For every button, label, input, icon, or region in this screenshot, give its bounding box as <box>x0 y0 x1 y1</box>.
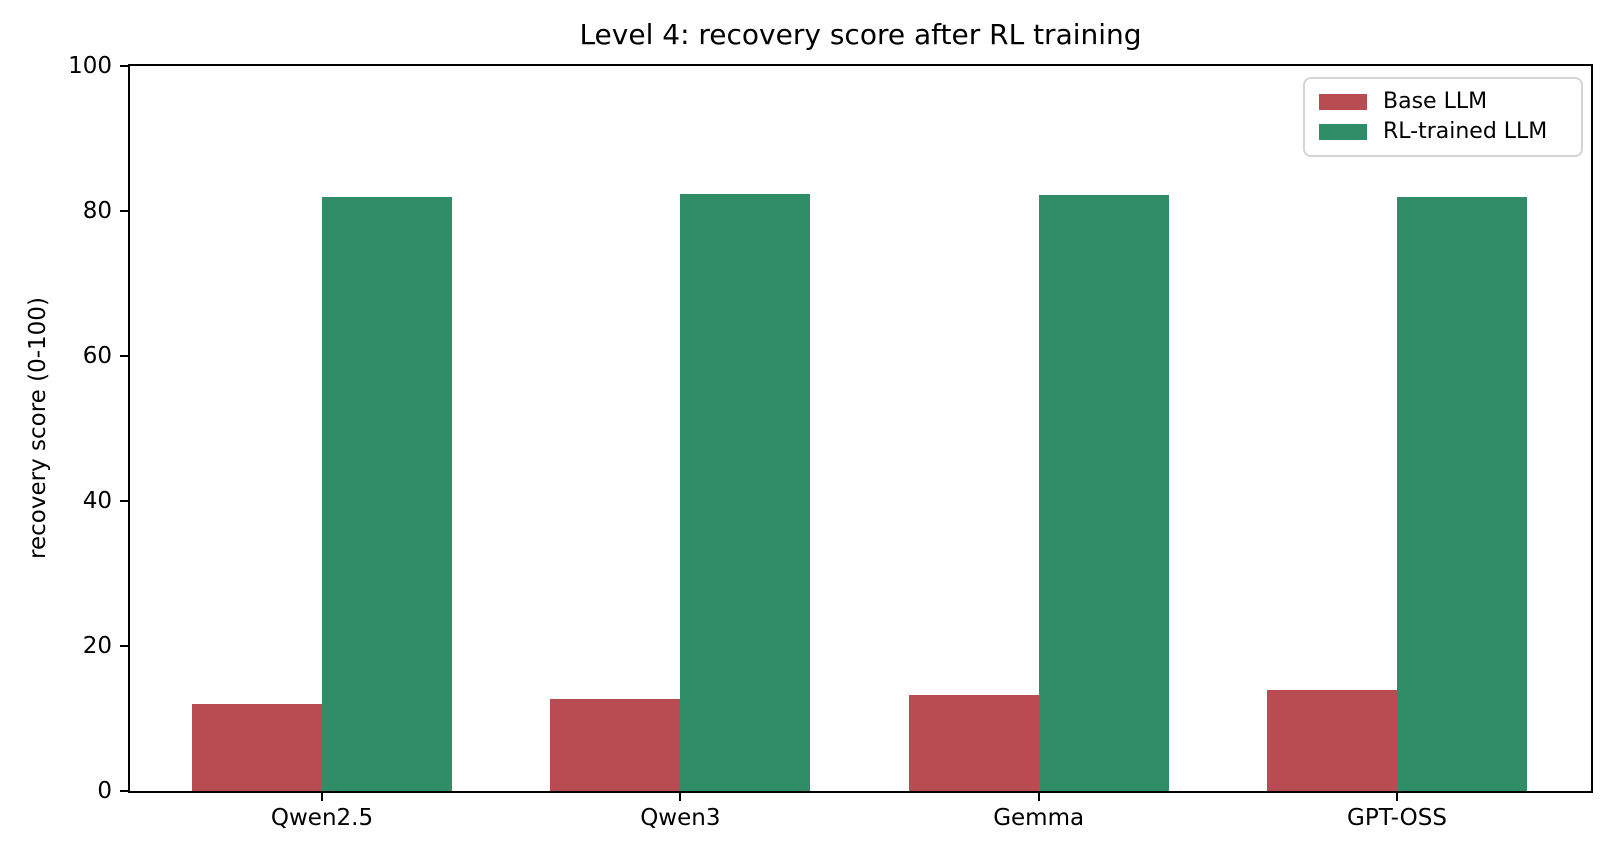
y-tick-mark <box>120 790 128 792</box>
bar-base-llm-gemma <box>908 695 1039 791</box>
x-tick-mark <box>679 793 682 801</box>
x-tick-mark <box>321 793 323 801</box>
bar-base-llm-gpt-oss <box>1266 689 1397 791</box>
x-tick-mark <box>1037 793 1040 801</box>
y-tick-mark <box>120 500 128 502</box>
y-tick-mark <box>120 355 128 357</box>
y-tick-label: 100 <box>68 53 112 79</box>
y-tick-mark <box>120 65 128 67</box>
x-tick-label-qwen2-5: Qwen2.5 <box>270 805 374 831</box>
y-tick-label: 20 <box>82 633 112 659</box>
legend-label-rl-trained-llm: RL-trained LLM <box>1383 119 1548 144</box>
bar-base-llm-qwen3 <box>550 698 681 791</box>
bar-rl-trained-llm-qwen2-5 <box>322 197 452 791</box>
x-tick-label-qwen3: Qwen3 <box>640 805 721 831</box>
y-tick-label: 80 <box>82 198 112 224</box>
y-tick-label: 0 <box>97 778 112 804</box>
y-tick-label: 60 <box>82 343 112 369</box>
y-axis-label: recovery score (0-100) <box>25 297 51 559</box>
legend: Base LLM RL-trained LLM <box>1303 77 1583 157</box>
legend-item-base-llm: Base LLM <box>1319 88 1567 116</box>
x-tick-label-gemma: Gemma <box>993 805 1085 831</box>
y-tick-mark <box>120 210 128 212</box>
bar-base-llm-qwen2-5 <box>192 704 322 791</box>
y-tick-label: 40 <box>82 488 112 514</box>
chart-title: Level 4: recovery score after RL trainin… <box>579 18 1142 51</box>
plot-area: 0 20 40 60 80 100 Qwen2.5 Qwen3 Gemma GPT-OSS <box>68 53 1593 831</box>
bar-rl-trained-llm-gemma <box>1038 195 1169 791</box>
legend-item-rl-trained-llm: RL-trained LLM <box>1319 118 1567 146</box>
legend-swatch-base-llm <box>1319 94 1367 110</box>
y-tick-mark <box>120 645 128 647</box>
legend-swatch-rl-trained-llm <box>1319 124 1367 140</box>
x-tick-label-gpt-oss: GPT-OSS <box>1347 805 1447 831</box>
bar-rl-trained-llm-gpt-oss <box>1396 196 1527 791</box>
legend-label-base-llm: Base LLM <box>1383 89 1488 114</box>
x-tick-mark <box>1395 793 1398 801</box>
bar-rl-trained-llm-qwen3 <box>680 193 811 791</box>
